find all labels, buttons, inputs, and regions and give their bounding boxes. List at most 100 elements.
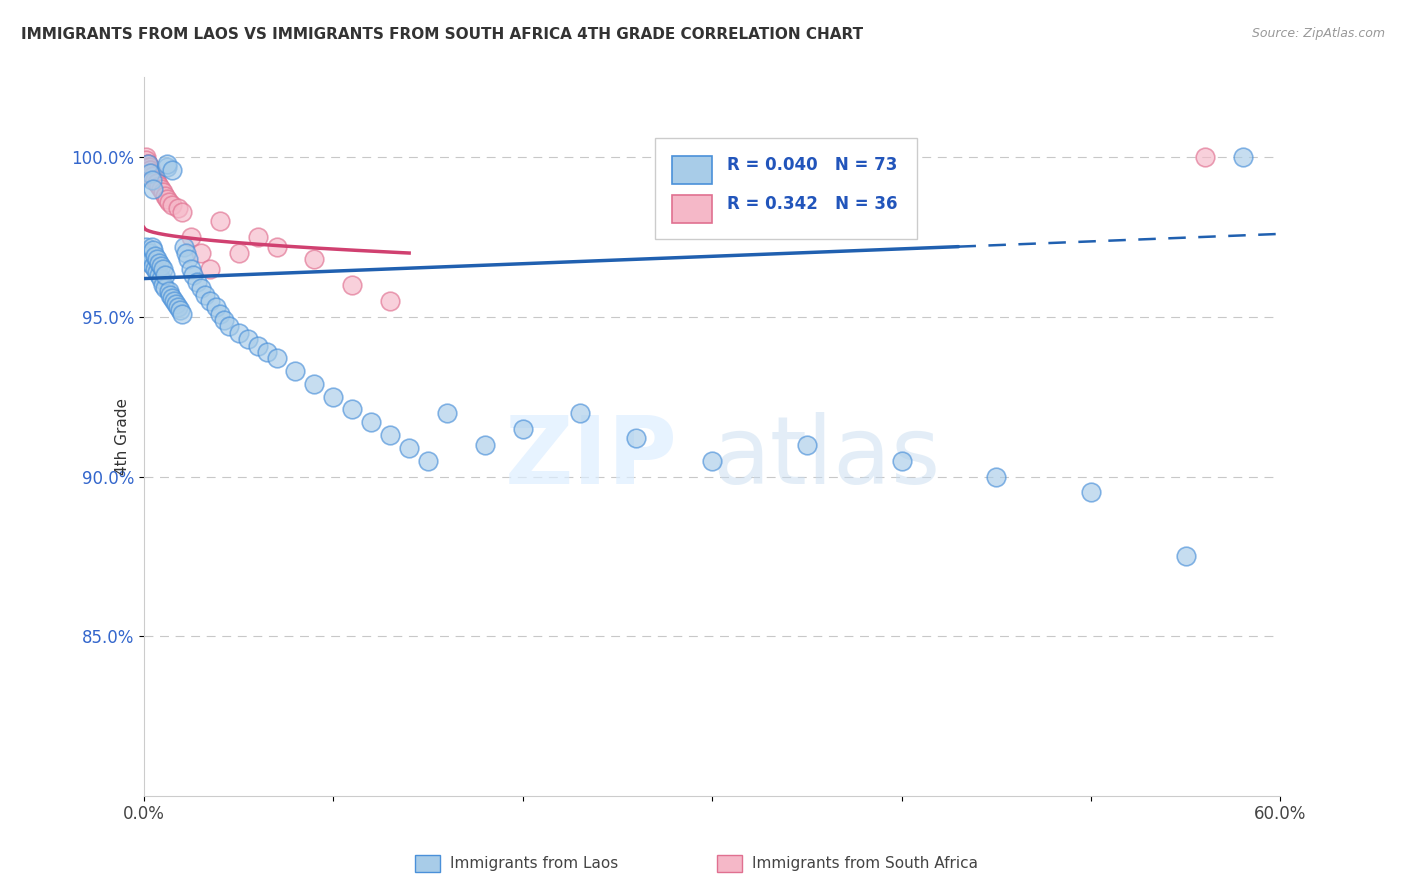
Point — [181, 268, 204, 283]
Point — [156, 192, 179, 206]
Text: IMMIGRANTS FROM LAOS VS IMMIGRANTS FROM SOUTH AFRICA 4TH GRADE CORRELATION CHART: IMMIGRANTS FROM LAOS VS IMMIGRANTS FROM … — [21, 27, 863, 42]
Point — [304, 376, 326, 391]
Point — [256, 345, 278, 359]
Point — [228, 246, 250, 260]
Point — [136, 160, 159, 174]
Point — [380, 293, 402, 308]
Point — [142, 182, 165, 196]
Point — [152, 262, 174, 277]
Point — [138, 255, 160, 269]
Point — [143, 249, 166, 263]
Point — [153, 268, 176, 283]
Point — [148, 255, 170, 269]
FancyBboxPatch shape — [672, 156, 713, 184]
Point — [156, 156, 179, 170]
Point — [138, 166, 160, 180]
Point — [176, 252, 198, 267]
Point — [180, 230, 202, 244]
Point — [266, 351, 288, 366]
Point — [190, 246, 212, 260]
Point — [304, 252, 326, 267]
Point — [174, 246, 197, 260]
Point — [152, 186, 174, 200]
Point — [167, 301, 190, 315]
Point — [236, 332, 259, 346]
Point — [138, 246, 160, 260]
Point — [1174, 549, 1197, 564]
Point — [170, 307, 193, 321]
Point — [180, 262, 202, 277]
Point — [1232, 150, 1254, 164]
Point — [474, 437, 496, 451]
Point — [398, 441, 420, 455]
Point — [266, 240, 288, 254]
Point — [342, 277, 364, 292]
Text: ZIP: ZIP — [505, 412, 678, 504]
Text: atlas: atlas — [713, 412, 941, 504]
Point — [360, 415, 382, 429]
Point — [136, 156, 159, 170]
Point — [796, 437, 818, 451]
Point — [153, 188, 176, 202]
Point — [284, 364, 307, 378]
Point — [246, 338, 269, 352]
Point — [159, 287, 181, 301]
Point — [568, 406, 591, 420]
Point — [1194, 150, 1216, 164]
Point — [208, 214, 231, 228]
Point — [512, 422, 534, 436]
Point — [135, 153, 157, 168]
Point — [153, 281, 176, 295]
Point — [150, 259, 173, 273]
Point — [205, 301, 228, 315]
Point — [146, 176, 169, 190]
Point — [167, 202, 190, 216]
Point — [157, 194, 180, 209]
Point — [194, 287, 217, 301]
Point — [162, 163, 184, 178]
Point — [380, 428, 402, 442]
Point — [162, 198, 184, 212]
Point — [148, 179, 170, 194]
Point — [142, 169, 165, 184]
Point — [228, 326, 250, 340]
Point — [148, 268, 170, 283]
Text: Source: ZipAtlas.com: Source: ZipAtlas.com — [1251, 27, 1385, 40]
Point — [141, 252, 163, 267]
Point — [200, 262, 222, 277]
Point — [1080, 485, 1102, 500]
Point — [162, 291, 184, 305]
Point — [156, 160, 179, 174]
Point — [186, 275, 208, 289]
Text: Immigrants from Laos: Immigrants from Laos — [450, 856, 619, 871]
Point — [152, 277, 174, 292]
Point — [138, 163, 160, 178]
Point — [136, 249, 159, 263]
Point — [138, 160, 160, 174]
Point — [141, 172, 163, 186]
Point — [143, 172, 166, 186]
Point — [141, 240, 163, 254]
Point — [146, 265, 169, 279]
Point — [212, 313, 235, 327]
FancyBboxPatch shape — [672, 195, 713, 222]
Point — [143, 172, 166, 186]
FancyBboxPatch shape — [655, 138, 917, 239]
Point — [170, 204, 193, 219]
Text: Immigrants from South Africa: Immigrants from South Africa — [752, 856, 979, 871]
Point — [157, 285, 180, 299]
Text: R = 0.040   N = 73: R = 0.040 N = 73 — [727, 156, 897, 174]
Point — [702, 453, 724, 467]
Point — [141, 166, 163, 180]
Point — [190, 281, 212, 295]
Point — [173, 240, 195, 254]
Point — [165, 297, 187, 311]
Point — [169, 303, 191, 318]
Point — [436, 406, 458, 420]
Point — [143, 262, 166, 277]
Point — [416, 453, 439, 467]
Point — [890, 453, 912, 467]
Point — [986, 469, 1008, 483]
Point — [146, 176, 169, 190]
Point — [208, 307, 231, 321]
